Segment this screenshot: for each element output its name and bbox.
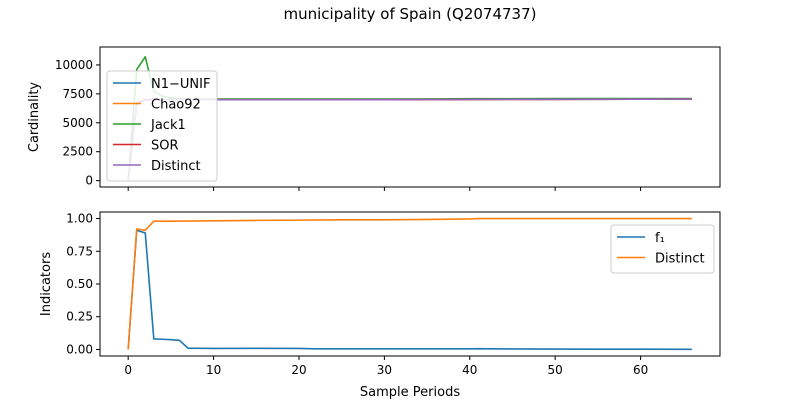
y-tick-label: 0.50: [66, 277, 93, 291]
series-line-bottom-0: [127, 229, 692, 351]
y-tick-label: 5000: [62, 116, 93, 130]
y-axis-label: Indicators: [39, 252, 54, 316]
legend-label: SOR: [151, 139, 179, 154]
x-tick-label: 20: [291, 363, 306, 377]
legend: N1−UNIF Chao92 Jack1 SOR Distinct: [106, 70, 218, 182]
legend-label: N1−UNIF: [151, 77, 210, 92]
x-tick-label: 30: [377, 363, 392, 377]
x-tick-label: 0: [124, 363, 132, 377]
top-panel-cardinality: 0 2500 5000 7500 10000 Cardinality N1−UNIF Chao…: [27, 46, 721, 191]
legend: f₁ Distinct: [610, 224, 715, 274]
x-tick-label: 10: [206, 363, 221, 377]
bottom-panel-indicators: 0 10 20 30 40 50 60 0.00 0.25 0.50 0.75 1.00 Indicat…: [39, 211, 721, 400]
y-tick-label: 0.75: [66, 244, 93, 258]
x-tick-label: 60: [633, 363, 648, 377]
figure-title: municipality of Spain (Q2074737): [283, 5, 536, 23]
axes-frame: [99, 46, 721, 188]
y-tick-label: 0: [85, 174, 93, 188]
y-tick-label: 0.25: [66, 310, 93, 324]
legend-label: Jack1: [150, 118, 186, 133]
x-tick-label: 50: [548, 363, 563, 377]
legend-label: Chao92: [151, 98, 201, 113]
legend-label: f₁: [655, 231, 665, 246]
x-tick-label: 40: [462, 363, 477, 377]
x-axis-label: Sample Periods: [360, 385, 460, 400]
series-line-bottom-1: [127, 217, 692, 350]
legend-label: Distinct: [655, 252, 705, 267]
y-tick-label: 10000: [55, 58, 93, 72]
y-tick-label: 0.00: [66, 342, 93, 356]
y-tick-label: 1.00: [66, 212, 93, 226]
y-axis-label: Cardinality: [27, 82, 42, 153]
legend-label: Distinct: [151, 159, 201, 174]
y-tick-label: 7500: [62, 87, 93, 101]
legend-frame: [106, 70, 218, 182]
y-tick-label: 2500: [62, 145, 93, 159]
